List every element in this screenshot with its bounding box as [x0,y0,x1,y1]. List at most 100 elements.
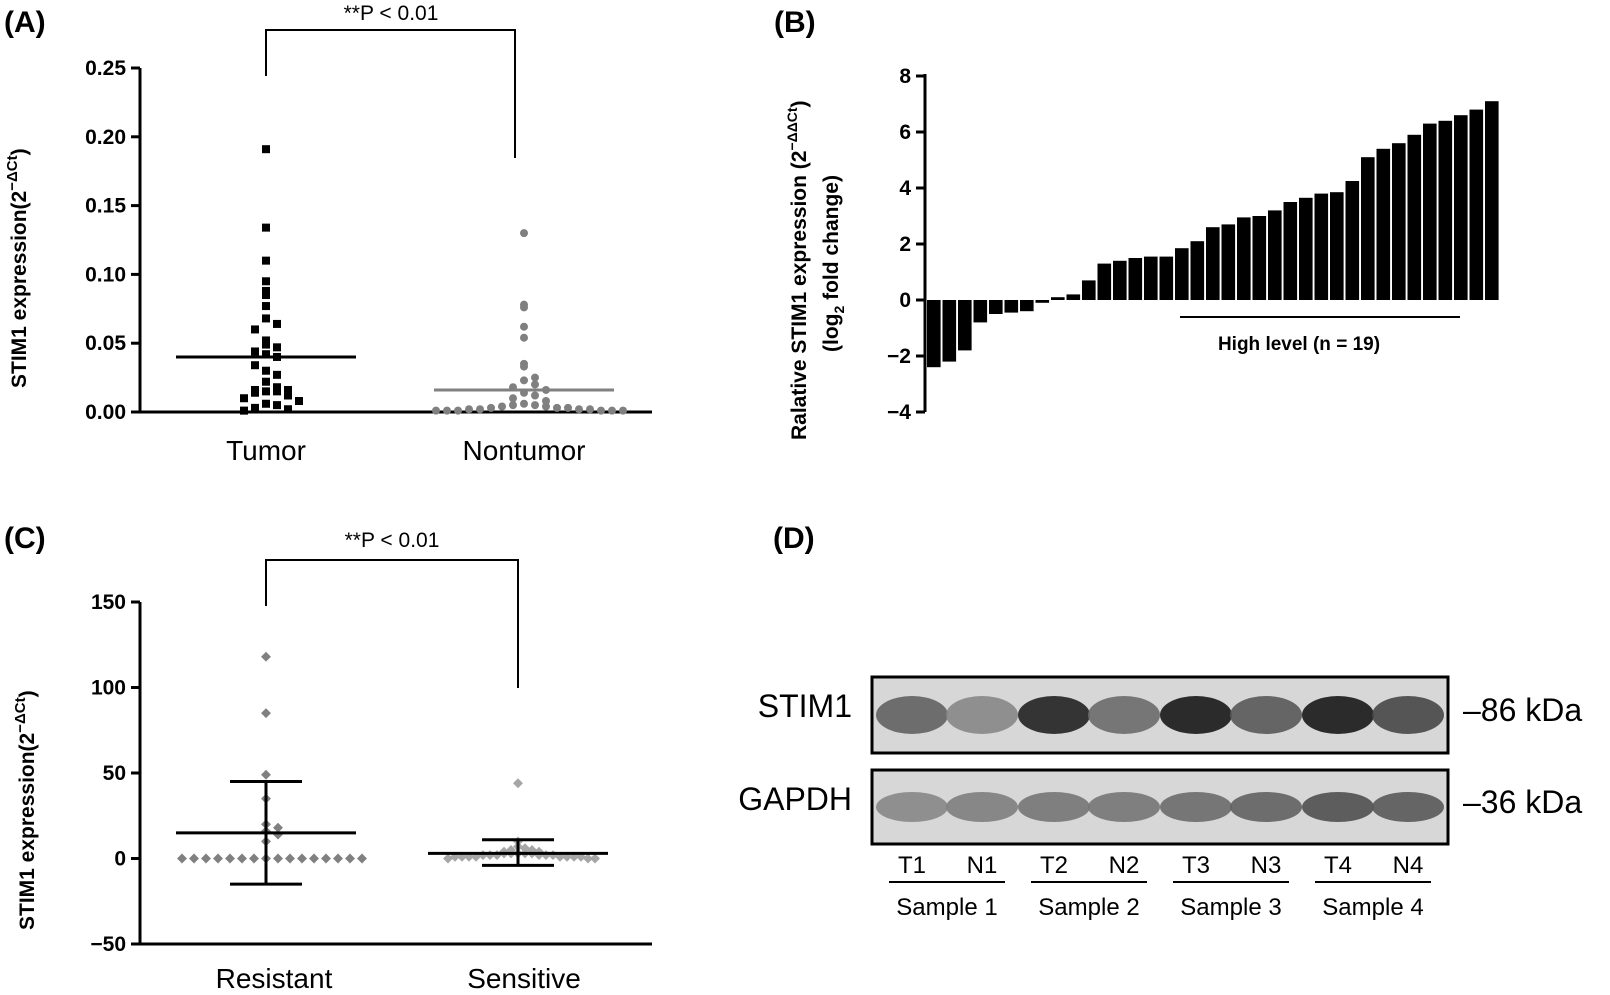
panel-b-bar [1438,120,1453,300]
panel-b-bar [1485,101,1499,300]
panel-a-category-nontumor: Nontumor [463,435,586,466]
panel-a-point-tumor [262,387,270,396]
panel-a-point-tumor [262,277,270,286]
blot-lane-label: T1 [898,852,926,879]
panel-b-bar [958,300,972,351]
panel-a-point-nontumor [520,322,528,331]
blot-lane-label: N3 [1251,852,1282,879]
blot-lane-label: N1 [967,852,998,879]
panel-a-point-nontumor [553,403,561,412]
panel-a-category-tumor: Tumor [226,435,306,466]
panel-a-point-tumor [262,340,270,349]
panel-b-y-tick-label: −4 [887,401,911,424]
panel-c-letter: (C) [4,522,46,555]
panel-c-point-resistant [321,853,331,864]
panel-b-bar [1097,263,1112,300]
panel-b-bar [1283,202,1298,300]
panel-a-point-tumor [240,406,248,415]
panel-b-bar [1299,197,1313,300]
blot-sample-label: Sample 4 [1322,894,1423,921]
panel-b-y-tick-label: 0 [899,289,911,312]
panel-b-letter: (B) [774,6,816,39]
panel-a-point-nontumor [465,405,473,414]
panel-b-bar [1128,258,1143,300]
panel-a-point-nontumor [520,333,528,342]
panel-a-point-tumor [262,291,270,300]
blot-band [946,792,1018,822]
blot-band [1302,696,1374,734]
panel-a-point-nontumor [520,376,528,385]
blot-band [946,696,1018,734]
panel-b-bar [1237,217,1251,300]
panel-c-significance-bracket [265,559,519,688]
panel-a-point-tumor [262,336,270,345]
panel-b-bar [1314,193,1329,300]
blot-band [1302,792,1374,822]
panel-b-bar [1361,157,1375,300]
panel-c-point-resistant [273,853,283,864]
panel-a-point-tumor [295,396,303,405]
panel-c-point-resistant [309,853,319,864]
panel-c-point-resistant [357,853,367,864]
panel-c-point-resistant [177,853,187,864]
panel-a-y-tick-label: 0.20 [85,126,126,149]
panel-a-point-nontumor [509,401,517,410]
panel-b-bar [1175,248,1189,300]
panel-c-point-resistant [285,853,295,864]
panel-a-point-nontumor [542,402,550,411]
panel-a-point-nontumor [531,401,539,410]
panel-b-bar [1252,216,1267,300]
panel-c-point-resistant [261,708,271,719]
blot-band [876,696,948,734]
blot-sample-label: Sample 3 [1180,894,1281,921]
panel-a-y-tick-label: 0.00 [85,401,126,424]
panel-c-y-tick-label: 150 [91,591,126,614]
panel-a-point-tumor [284,391,292,400]
panel-c-point-resistant [201,853,211,864]
panel-c-category-resistant: Resistant [216,963,333,994]
panel-b-y-tick-label: 2 [899,233,911,256]
panel-a-point-nontumor [476,405,484,414]
panel-a-point-nontumor [432,406,440,415]
panel-c-point-sensitive [583,853,593,864]
panel-a-point-tumor [262,145,270,154]
blot-lane-label: T4 [1324,852,1352,879]
panel-b-bar [1066,294,1081,300]
panel-b-bar [1004,300,1019,313]
blot-lane-label: N4 [1393,852,1424,879]
panel-a-point-tumor [273,319,281,328]
panel-b-bar [1190,241,1205,300]
panel-a-letter: (A) [4,6,46,39]
panel-a-point-tumor [262,377,270,386]
panel-b-bar [942,300,957,362]
panel-a-point-nontumor [520,399,528,408]
panel-a-point-tumor [262,286,270,295]
panel-c-point-resistant [249,853,259,864]
panel-c-y-tick-label: 0 [114,848,126,871]
panel-a-point-nontumor [597,406,605,415]
blot-sample-label: Sample 2 [1038,894,1139,921]
panel-c-point-resistant [225,853,235,864]
panel-b-bar [989,300,1003,314]
panel-b-bar [1423,123,1437,300]
panel-a-point-nontumor [520,229,528,238]
panel-c-point-resistant [333,853,343,864]
panel-c-point-sensitive [520,843,530,854]
blot-lane-label: T3 [1182,852,1210,879]
blot-lane-label: T2 [1040,852,1068,879]
panel-a-point-tumor [251,347,259,356]
panel-c-point-resistant [273,822,283,833]
panel-b-y-tick-label: 4 [899,177,911,200]
panel-b-bar [1221,224,1236,300]
panel-b-bar [1345,181,1360,300]
blot-lane-label: N2 [1109,852,1140,879]
panel-c-point-resistant [297,853,307,864]
panel-b-bar [1082,280,1096,300]
panel-a-chart: 0.00 0.05 0.10 0.15 0.20 0.25 **P < 0.01 Tumo… [4,2,652,466]
panel-a-point-tumor [273,383,281,392]
panel-a-point-tumor [251,403,259,412]
panel-a-point-nontumor [531,380,539,389]
blot-band [1372,792,1444,822]
panel-a-point-nontumor [542,396,550,405]
panel-a-significance-label: **P < 0.01 [344,2,439,25]
